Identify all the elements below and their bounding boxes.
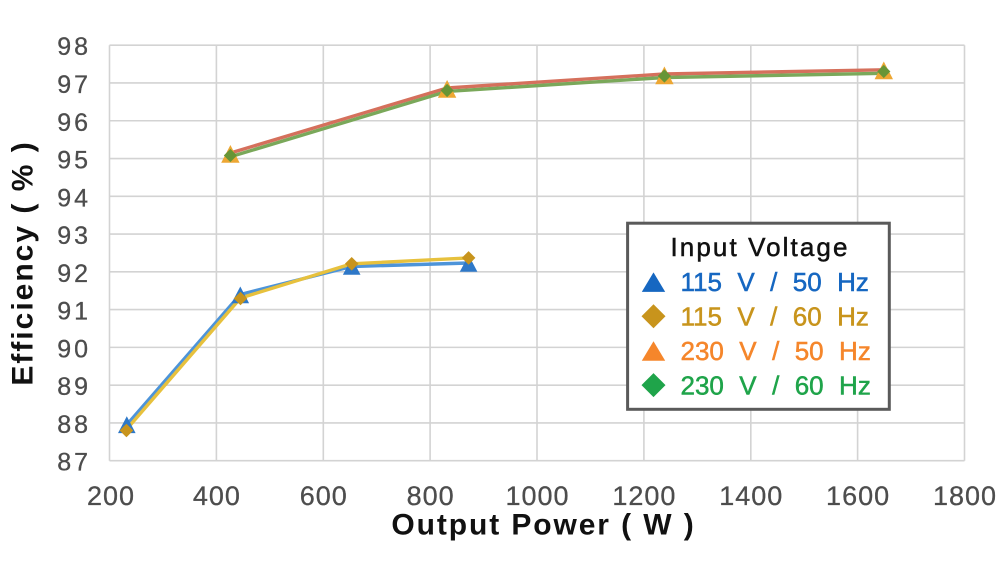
svg-text:115 V / 50 Hz: 115 V / 50 Hz xyxy=(681,267,869,297)
svg-text:200: 200 xyxy=(87,481,135,511)
svg-text:92: 92 xyxy=(57,260,91,288)
svg-text:96: 96 xyxy=(57,109,91,137)
svg-text:800: 800 xyxy=(407,481,455,511)
svg-text:1400: 1400 xyxy=(719,481,783,511)
svg-text:Output Power ( W ): Output Power ( W ) xyxy=(391,509,695,542)
svg-text:87: 87 xyxy=(57,449,91,477)
svg-text:95: 95 xyxy=(57,147,91,175)
svg-text:98: 98 xyxy=(57,33,91,61)
svg-text:1600: 1600 xyxy=(826,481,890,511)
svg-text:400: 400 xyxy=(193,481,241,511)
svg-text:94: 94 xyxy=(57,184,91,212)
svg-text:115 V / 60 Hz: 115 V / 60 Hz xyxy=(681,302,869,332)
svg-text:1800: 1800 xyxy=(933,481,997,511)
svg-text:89: 89 xyxy=(57,373,91,401)
svg-text:97: 97 xyxy=(57,71,91,99)
svg-text:230 V / 60 Hz: 230 V / 60 Hz xyxy=(681,370,871,400)
svg-text:1000: 1000 xyxy=(505,481,569,511)
svg-text:Input Voltage: Input Voltage xyxy=(670,232,849,262)
svg-text:88: 88 xyxy=(57,411,91,439)
svg-text:1200: 1200 xyxy=(612,481,676,511)
svg-text:93: 93 xyxy=(57,222,91,250)
svg-text:91: 91 xyxy=(57,298,91,326)
svg-text:Efficiency ( % ): Efficiency ( % ) xyxy=(7,140,40,385)
svg-text:600: 600 xyxy=(300,481,348,511)
svg-text:90: 90 xyxy=(57,335,91,363)
svg-text:230 V / 50 Hz: 230 V / 50 Hz xyxy=(681,336,871,366)
